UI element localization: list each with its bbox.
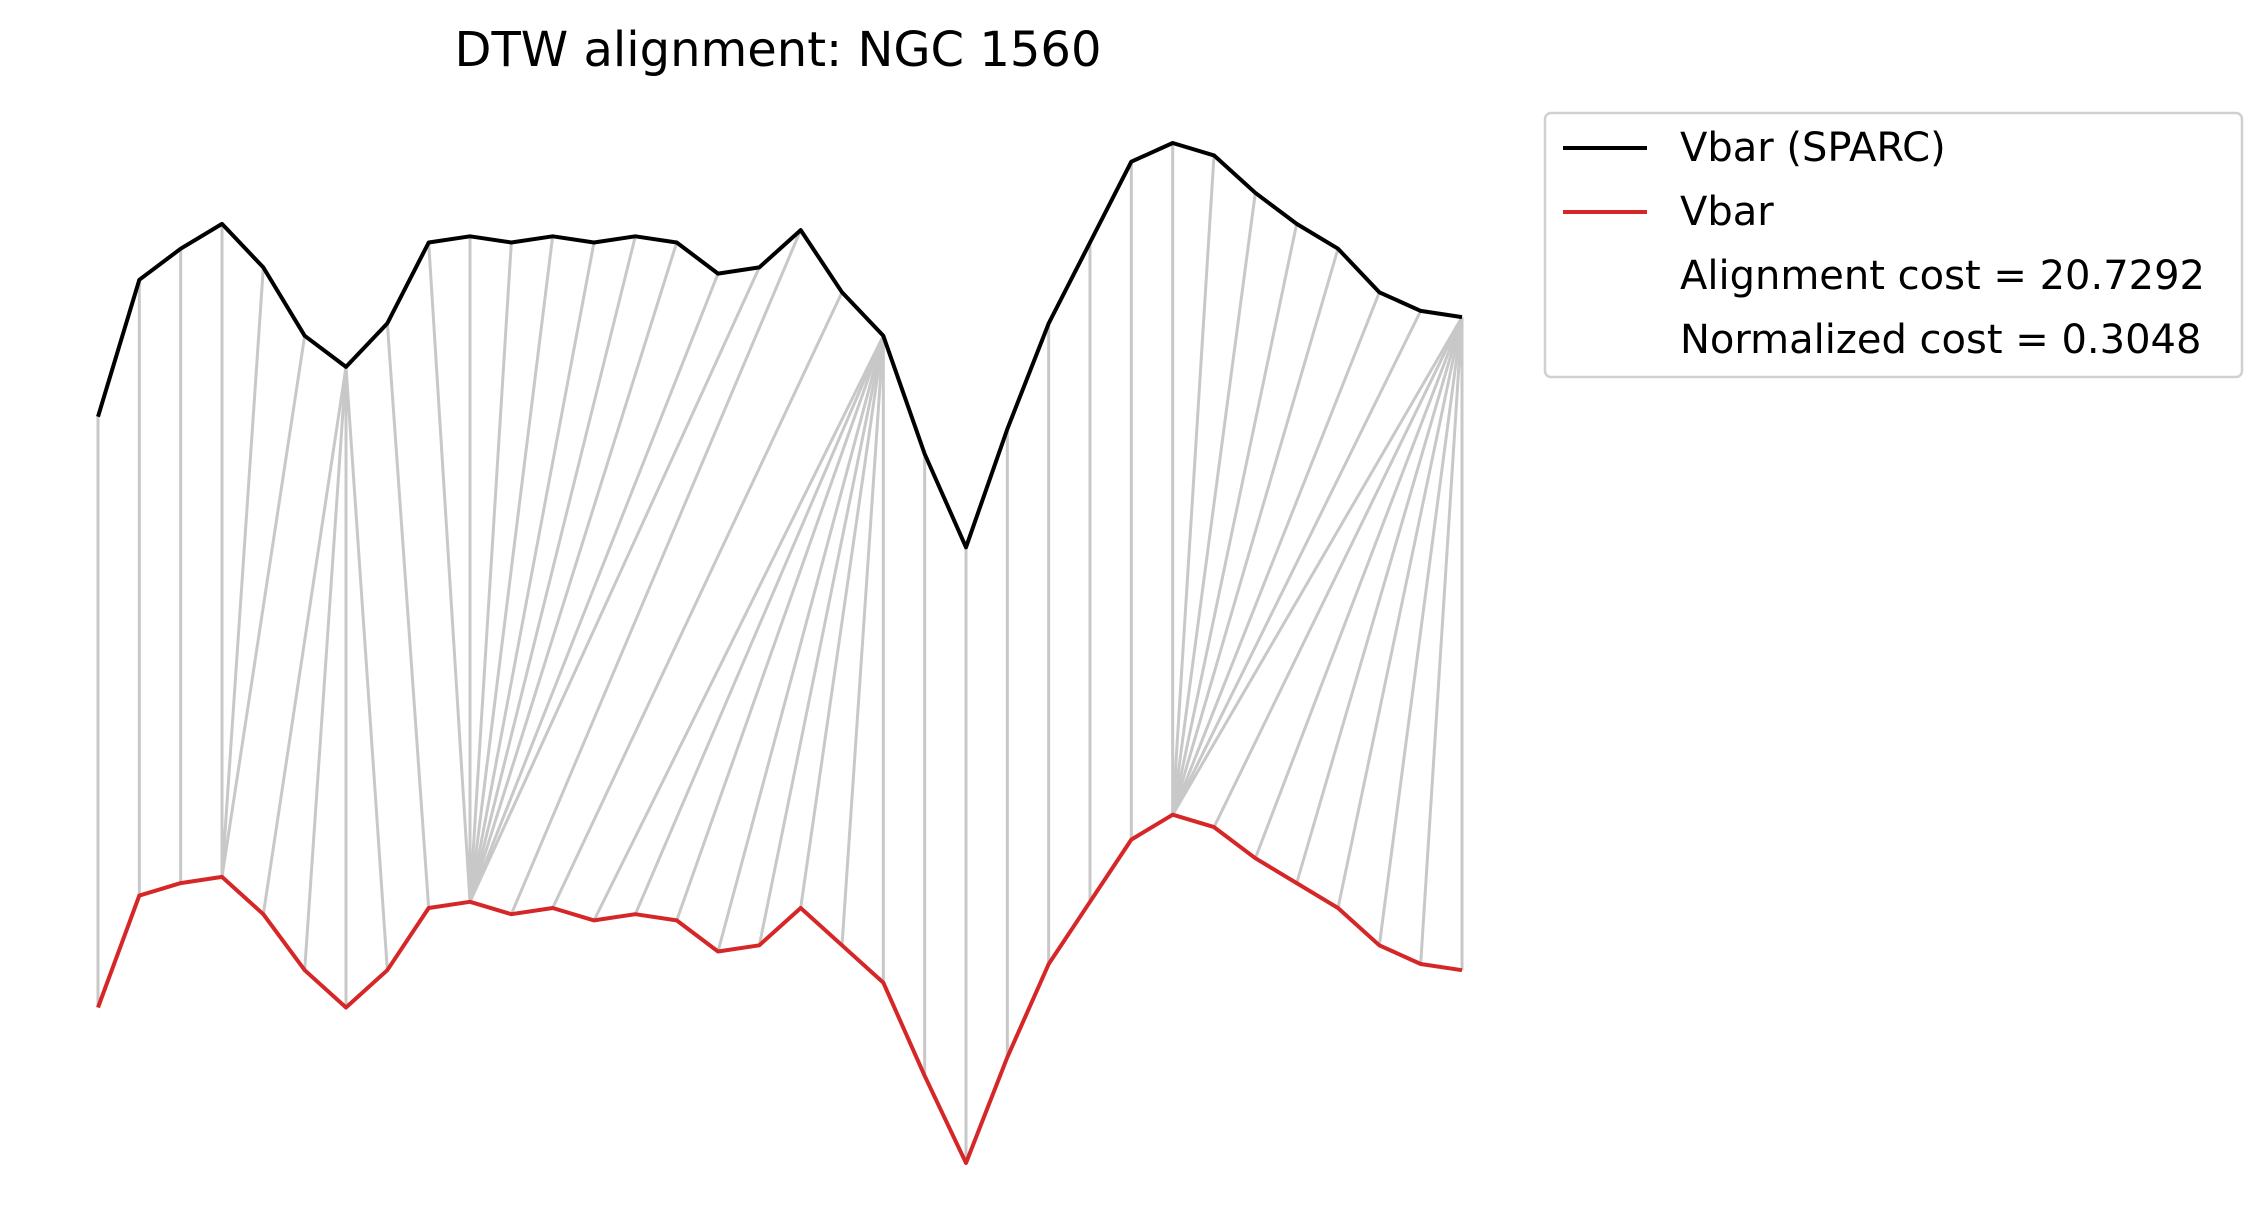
alignment-line-25 (716, 335, 885, 952)
alignment-line-45 (1253, 316, 1464, 859)
alignment-line-22 (592, 335, 885, 922)
legend: Vbar (SPARC) Vbar Alignment cost = 20.72… (1543, 111, 2244, 379)
alignment-line-7 (303, 366, 348, 971)
alignment-line-47 (1336, 316, 1464, 909)
alignment-line-21 (551, 291, 844, 909)
alignment-line-15 (468, 242, 596, 903)
alignment-line-40 (1171, 248, 1340, 816)
alignment-line-44 (1212, 316, 1464, 828)
legend-normalized-cost: Normalized cost = 0.3048 (1680, 317, 2201, 363)
alignment-line-5 (220, 335, 307, 878)
alignment-line-27 (799, 335, 885, 909)
series-line-vbar-sparc (96, 141, 1463, 550)
alignment-line-41 (1171, 291, 1381, 816)
alignment-line-11 (427, 242, 472, 902)
alignment-line-6 (261, 366, 348, 915)
alignment-line-19 (468, 266, 761, 903)
alignment-line-20 (509, 229, 803, 915)
alignment-line-14 (468, 236, 555, 902)
alignment-line-10 (385, 323, 431, 909)
alignment-line-28 (840, 335, 885, 946)
alignment-line-4 (220, 267, 265, 878)
alignment-line-48 (1377, 316, 1464, 946)
alignment-line-49 (1419, 317, 1464, 965)
legend-label-vbar-sparc: Vbar (SPARC) (1680, 125, 1946, 171)
alignment-lines (96, 143, 1464, 1163)
alignment-line-24 (675, 335, 885, 921)
alignment-line-42 (1171, 310, 1423, 816)
alignment-line-26 (757, 335, 885, 946)
alignment-line-37 (1171, 155, 1216, 815)
chart-title: DTW alignment: NGC 1560 (455, 22, 1102, 78)
legend-label-vbar: Vbar (1680, 189, 1774, 235)
alignment-line-38 (1171, 192, 1257, 815)
series-line-vbar (96, 812, 1463, 1165)
alignment-line-9 (344, 366, 389, 971)
alignment-line-16 (468, 235, 637, 903)
legend-frame (1543, 111, 2244, 379)
alignment-line-23 (633, 335, 885, 915)
alignment-line-43 (1171, 316, 1464, 816)
alignment-line-13 (468, 242, 513, 902)
alignment-line-39 (1171, 223, 1299, 816)
alignment-line-46 (1295, 316, 1464, 884)
series-lines (96, 141, 1463, 1165)
legend-alignment-cost: Alignment cost = 20.7292 (1680, 253, 2205, 299)
alignment-line-17 (468, 242, 679, 903)
alignment-line-18 (468, 273, 720, 903)
